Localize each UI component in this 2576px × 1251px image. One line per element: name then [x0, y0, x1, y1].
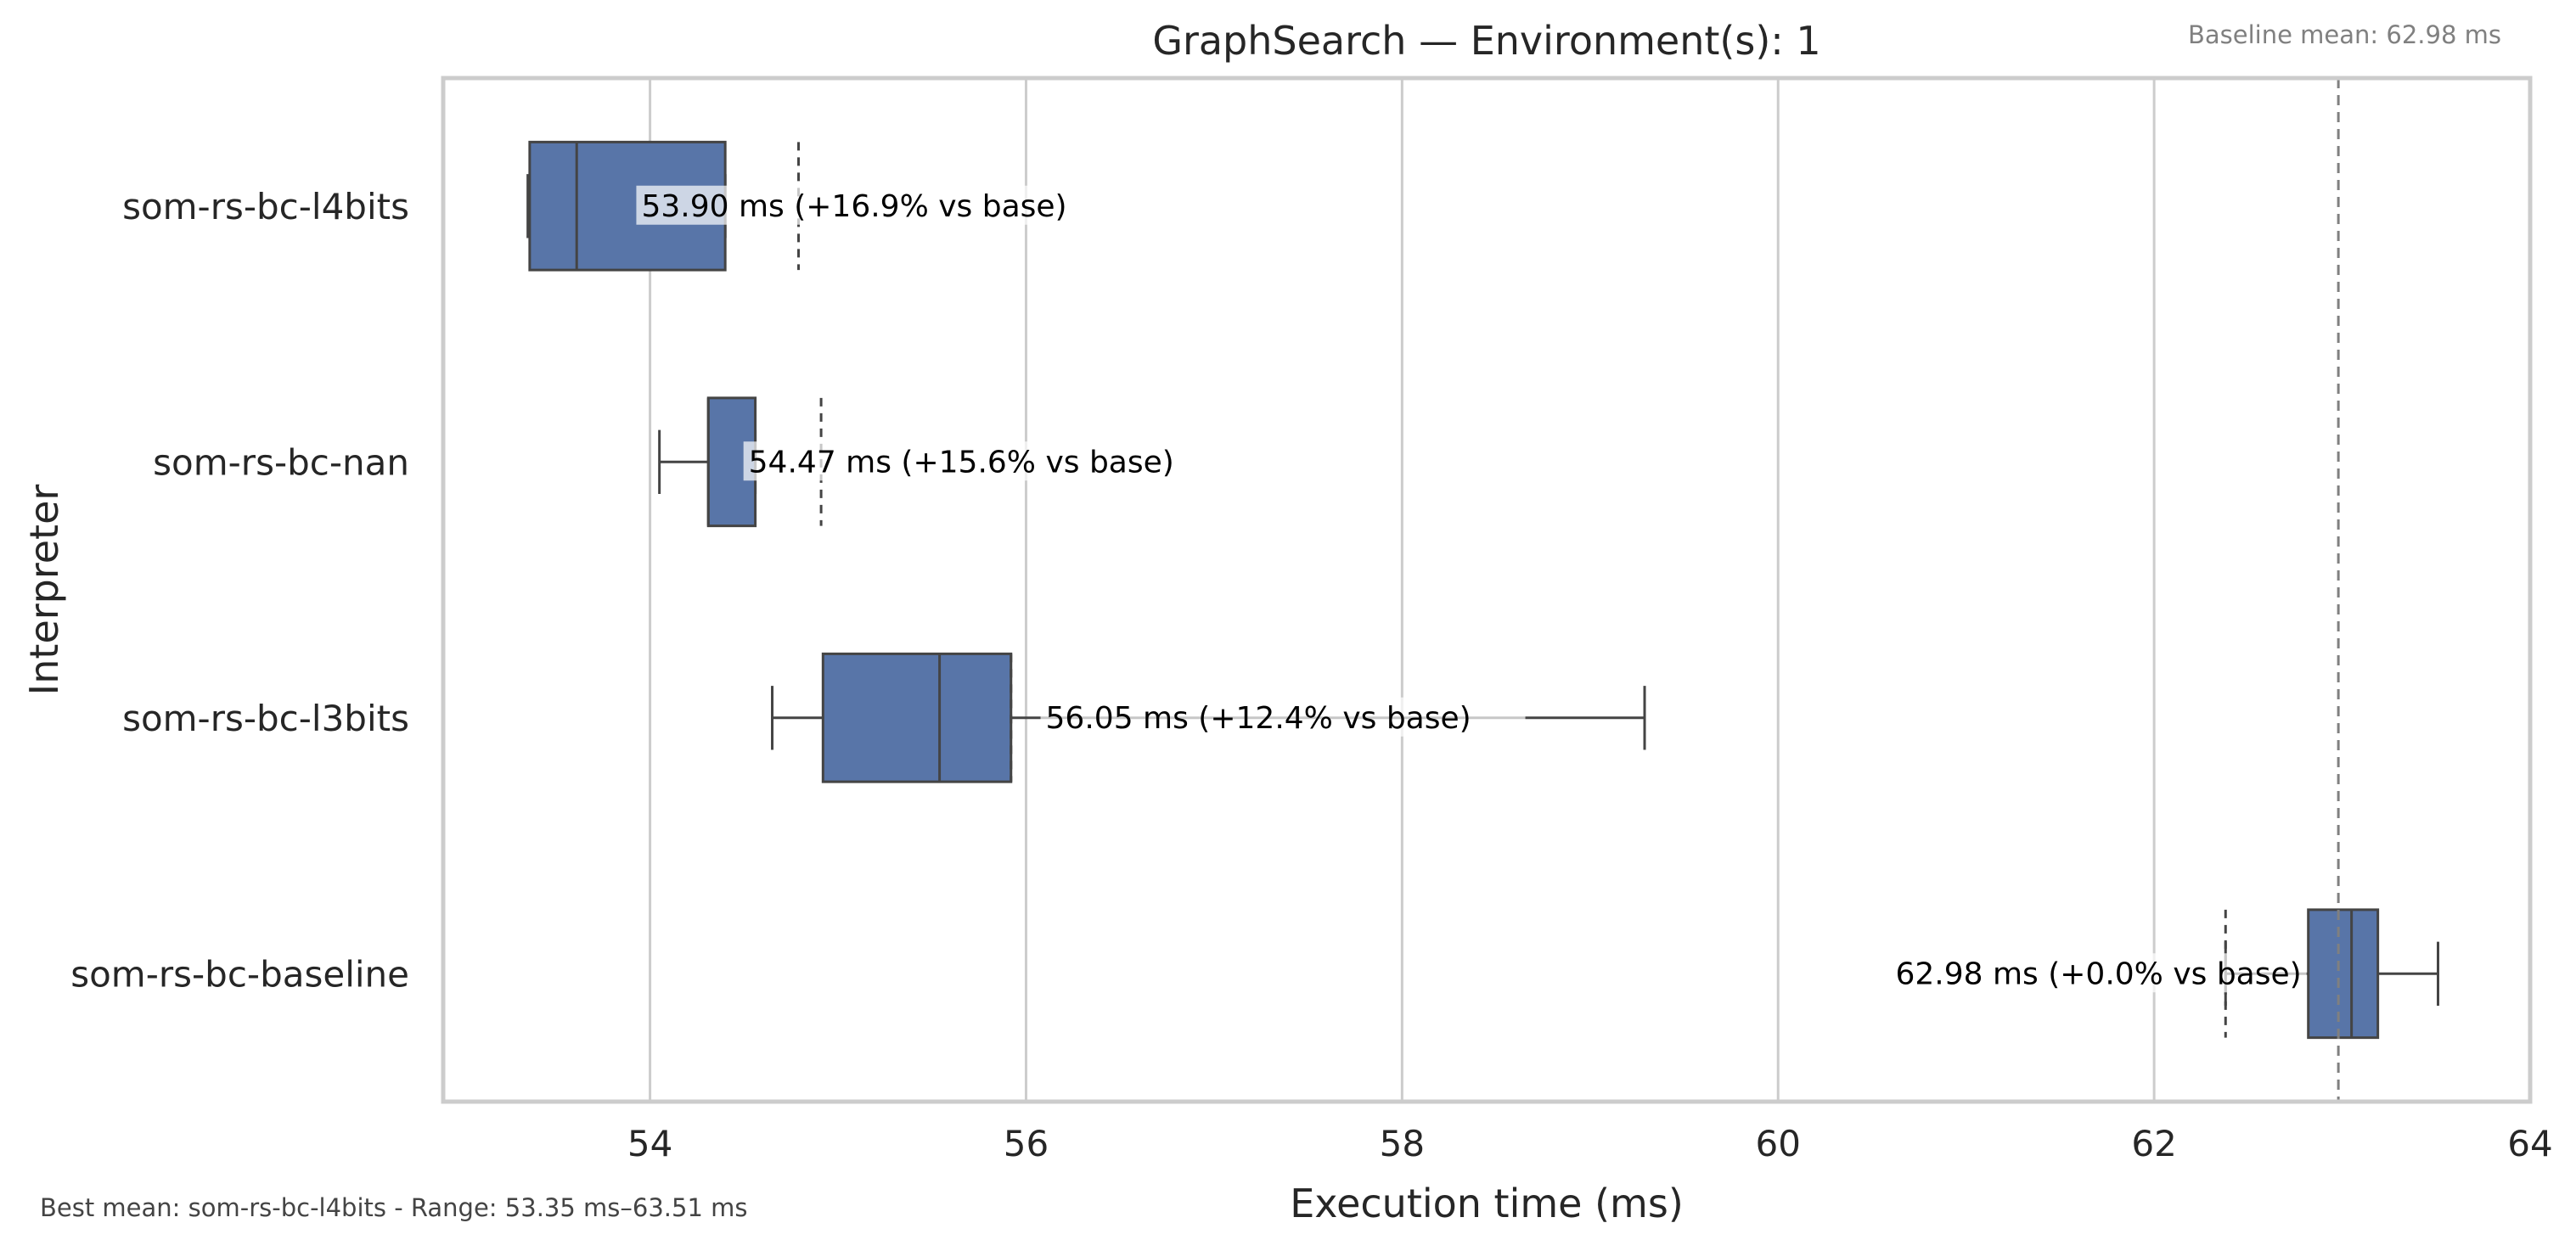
chart-title: GraphSearch — Environment(s): 1: [1152, 18, 1820, 64]
mean-label-background: [743, 441, 1229, 481]
category-label: som-rs-bc-nan: [153, 441, 409, 483]
category-label: som-rs-bc-baseline: [70, 953, 409, 995]
baseline-mean-note: Baseline mean: 62.98 ms: [2188, 20, 2501, 49]
mean-label: 56.05 ms (+12.4% vs base): [1046, 701, 1471, 736]
box-group: [771, 652, 1646, 783]
mean-label: 53.90 ms (+16.9% vs base): [641, 189, 1066, 224]
footer-best-mean-note: Best mean: som-rs-bc-l4bits - Range: 53.…: [40, 1193, 748, 1222]
category-label: som-rs-bc-l4bits: [122, 186, 409, 227]
mean-label-background: [1040, 697, 1526, 737]
mean-labels: 53.90 ms (+16.9% vs base) 54.47 ms (+15.6…: [636, 185, 2307, 993]
x-tick-label: 64: [2507, 1123, 2552, 1164]
mean-label: 54.47 ms (+15.6% vs base): [749, 445, 1174, 480]
x-tick-label: 62: [2131, 1123, 2176, 1164]
x-tick-label: 54: [627, 1123, 672, 1164]
x-tick-label: 56: [1004, 1123, 1049, 1164]
category-label: som-rs-bc-l3bits: [122, 698, 409, 739]
x-axis-label: Execution time (ms): [1290, 1181, 1684, 1226]
box-group: [2224, 908, 2439, 1040]
box-series: [526, 140, 2439, 1040]
y-axis-label: Interpreter: [21, 485, 67, 696]
mean-label-background: [1840, 953, 2307, 993]
mean-label: 62.98 ms (+0.0% vs base): [1895, 956, 2301, 991]
mean-label-background: [636, 185, 1122, 225]
grid-lines: [649, 78, 2532, 1102]
box-iqr: [2307, 908, 2380, 1040]
plot-frame: [441, 76, 2533, 1104]
x-tick-label: 58: [1380, 1123, 1425, 1164]
box-iqr: [821, 652, 1013, 783]
x-tick-labels: 54 56 58 60 62 64: [627, 1123, 2553, 1164]
x-tick-label: 60: [1756, 1123, 1801, 1164]
y-category-labels: som-rs-bc-l4bits som-rs-bc-nan som-rs-bc-l…: [70, 186, 409, 996]
